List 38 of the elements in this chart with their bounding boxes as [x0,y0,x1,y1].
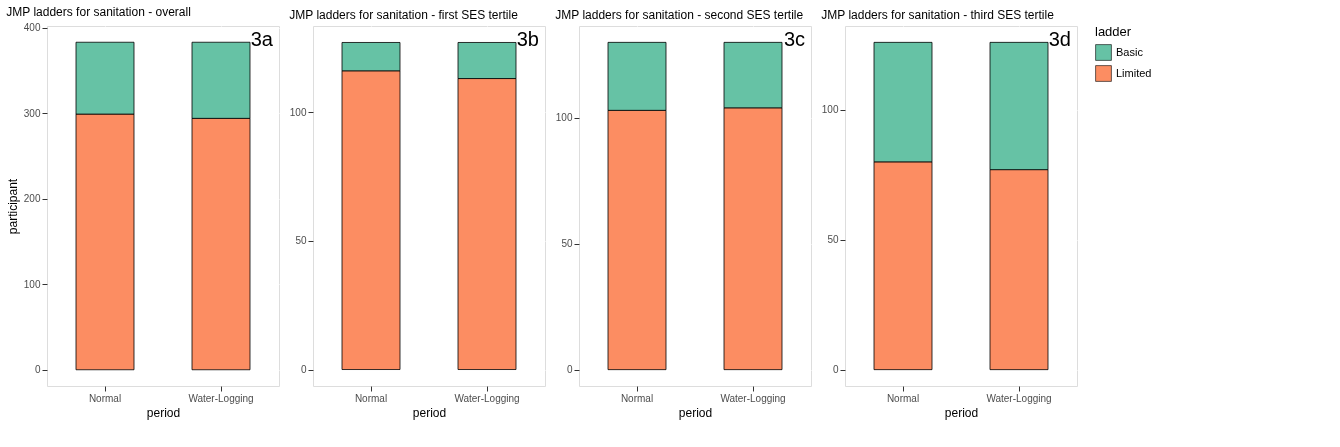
y-tick-label: 0 [566,364,573,376]
y-tick-label: 100 [821,104,839,116]
legend-label: Limited [1116,66,1152,79]
annotation: 3c [783,28,805,50]
chart-title: JMP ladders for sanitation - first SES tertile [289,8,519,22]
x-tick-label: Normal [620,392,654,404]
y-tick-label: 100 [289,106,307,118]
y-axis-title: participant [5,178,20,235]
x-axis-title: period [146,405,181,420]
y-tick-label: 50 [827,234,839,246]
chart-title: JMP ladders for sanitation - overall [6,4,191,19]
annotation: 3b [516,28,539,50]
annotation: 3a [250,28,274,50]
annotation: 3d [1048,28,1071,50]
x-tick-label: Normal [886,392,920,404]
y-tick-label: 0 [300,364,307,376]
x-axis-title: period [678,405,713,420]
y-tick-label: 0 [832,364,839,376]
y-tick-label: 0 [34,364,41,376]
y-tick-label: 50 [295,235,307,247]
x-tick-label: Water-Logging [986,392,1052,404]
legend-title: ladder [1095,24,1132,39]
chart-title: JMP ladders for sanitation - second SES tertile [555,8,804,22]
y-tick-label: 100 [555,112,573,124]
y-tick-label: 200 [23,193,41,205]
x-tick-label: Normal [354,392,388,404]
y-tick-label: 400 [23,22,41,34]
y-tick-label: 300 [23,107,41,119]
x-tick-label: Water-Logging [720,392,786,404]
x-axis-title: period [412,405,447,420]
x-axis-title: period [944,405,979,420]
x-tick-label: Water-Logging [188,392,254,404]
x-tick-label: Water-Logging [454,392,520,404]
y-tick-label: 50 [561,238,573,250]
x-tick-label: Normal [88,392,122,404]
y-tick-label: 100 [23,278,41,290]
legend-label: Basic [1116,45,1144,58]
chart-title: JMP ladders for sanitation - third SES tertile [821,8,1055,22]
